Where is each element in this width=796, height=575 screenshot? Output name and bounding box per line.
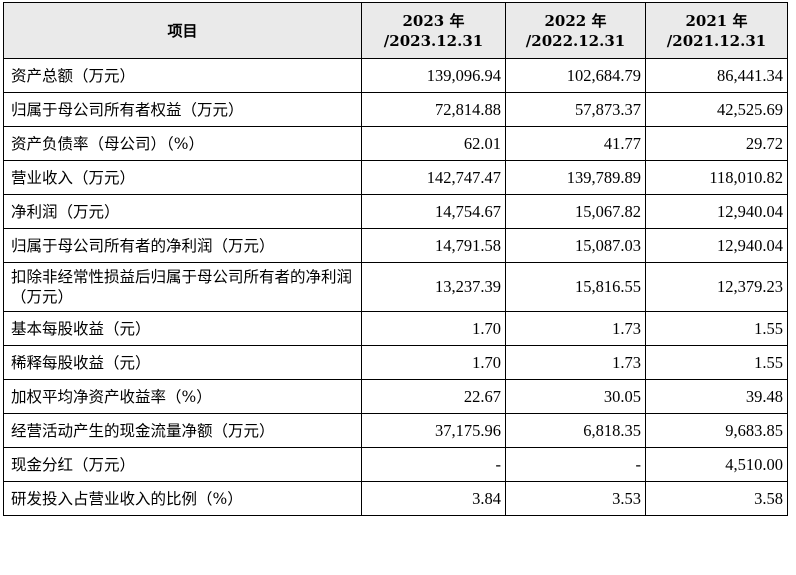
cell-2021: 86,441.34 (645, 58, 788, 93)
cell-2022: 1.73 (505, 311, 646, 346)
header-2022-date: /2022.12.31 (525, 31, 626, 50)
row-label: 净利润（万元） (3, 194, 362, 229)
header-2022-year: 2022 年 (544, 11, 607, 30)
header-2021: 2021 年 /2021.12.31 (645, 2, 788, 59)
cell-2021: 9,683.85 (645, 413, 788, 448)
cell-2021: 12,940.04 (645, 194, 788, 229)
table-row: 资产总额（万元） 139,096.94 102,684.79 86,441.34 (3, 58, 788, 93)
table-row: 扣除非经常性损益后归属于母公司所有者的净利润（万元） 13,237.39 15,… (3, 262, 788, 312)
cell-2022: 102,684.79 (505, 58, 646, 93)
cell-2022: 139,789.89 (505, 160, 646, 195)
cell-2023: 37,175.96 (361, 413, 506, 448)
header-2023-date: /2023.12.31 (383, 31, 484, 50)
cell-2021: 118,010.82 (645, 160, 788, 195)
cell-2023: 3.84 (361, 481, 506, 516)
row-label: 基本每股收益（元） (3, 311, 362, 346)
table-row: 归属于母公司所有者权益（万元） 72,814.88 57,873.37 42,5… (3, 92, 788, 127)
cell-2023: - (361, 447, 506, 482)
cell-2021: 1.55 (645, 311, 788, 346)
cell-2022: 41.77 (505, 126, 646, 161)
cell-2022: 1.73 (505, 345, 646, 380)
cell-2022: 30.05 (505, 379, 646, 414)
cell-2023: 139,096.94 (361, 58, 506, 93)
cell-2023: 62.01 (361, 126, 506, 161)
table-row: 现金分红（万元） - - 4,510.00 (3, 447, 788, 482)
cell-2021: 29.72 (645, 126, 788, 161)
table-row: 净利润（万元） 14,754.67 15,067.82 12,940.04 (3, 194, 788, 229)
row-label: 归属于母公司所有者权益（万元） (3, 92, 362, 127)
header-2023-year: 2023 年 (402, 11, 465, 30)
financial-indicators-table: 项目 2023 年 /2023.12.31 2022 年 /2022.12.31… (3, 2, 788, 516)
table-row: 研发投入占营业收入的比例（%） 3.84 3.53 3.58 (3, 481, 788, 516)
cell-2021: 3.58 (645, 481, 788, 516)
cell-2021: 4,510.00 (645, 447, 788, 482)
table-row: 营业收入（万元） 142,747.47 139,789.89 118,010.8… (3, 160, 788, 195)
cell-2021: 12,379.23 (645, 262, 788, 312)
row-label: 加权平均净资产收益率（%） (3, 379, 362, 414)
cell-2023: 1.70 (361, 311, 506, 346)
cell-2022: - (505, 447, 646, 482)
row-label: 研发投入占营业收入的比例（%） (3, 481, 362, 516)
cell-2021: 12,940.04 (645, 228, 788, 263)
row-label: 经营活动产生的现金流量净额（万元） (3, 413, 362, 448)
header-item-label: 项目 (167, 21, 198, 40)
row-label: 归属于母公司所有者的净利润（万元） (3, 228, 362, 263)
table-row: 基本每股收益（元） 1.70 1.73 1.55 (3, 311, 788, 346)
row-label: 营业收入（万元） (3, 160, 362, 195)
cell-2021: 42,525.69 (645, 92, 788, 127)
row-label: 现金分红（万元） (3, 447, 362, 482)
financial-table-container: 项目 2023 年 /2023.12.31 2022 年 /2022.12.31… (3, 2, 788, 516)
cell-2022: 15,087.03 (505, 228, 646, 263)
cell-2022: 6,818.35 (505, 413, 646, 448)
cell-2023: 1.70 (361, 345, 506, 380)
table-row: 经营活动产生的现金流量净额（万元） 37,175.96 6,818.35 9,6… (3, 413, 788, 448)
header-item: 项目 (3, 2, 362, 59)
cell-2023: 14,791.58 (361, 228, 506, 263)
cell-2023: 72,814.88 (361, 92, 506, 127)
header-2022: 2022 年 /2022.12.31 (505, 2, 646, 59)
cell-2022: 15,067.82 (505, 194, 646, 229)
header-2021-date: /2021.12.31 (666, 31, 767, 50)
row-label: 稀释每股收益（元） (3, 345, 362, 380)
cell-2023: 22.67 (361, 379, 506, 414)
header-2021-year: 2021 年 (685, 11, 748, 30)
cell-2022: 15,816.55 (505, 262, 646, 312)
table-row: 归属于母公司所有者的净利润（万元） 14,791.58 15,087.03 12… (3, 228, 788, 263)
cell-2023: 142,747.47 (361, 160, 506, 195)
row-label: 资产总额（万元） (3, 58, 362, 93)
row-label: 资产负债率（母公司）（%） (3, 126, 362, 161)
cell-2023: 13,237.39 (361, 262, 506, 312)
cell-2021: 1.55 (645, 345, 788, 380)
table-row: 资产负债率（母公司）（%） 62.01 41.77 29.72 (3, 126, 788, 161)
cell-2021: 39.48 (645, 379, 788, 414)
row-label: 扣除非经常性损益后归属于母公司所有者的净利润（万元） (3, 262, 362, 312)
table-header-row: 项目 2023 年 /2023.12.31 2022 年 /2022.12.31… (3, 2, 788, 59)
header-2023: 2023 年 /2023.12.31 (361, 2, 506, 59)
table-row: 稀释每股收益（元） 1.70 1.73 1.55 (3, 345, 788, 380)
cell-2022: 57,873.37 (505, 92, 646, 127)
table-row: 加权平均净资产收益率（%） 22.67 30.05 39.48 (3, 379, 788, 414)
cell-2022: 3.53 (505, 481, 646, 516)
cell-2023: 14,754.67 (361, 194, 506, 229)
